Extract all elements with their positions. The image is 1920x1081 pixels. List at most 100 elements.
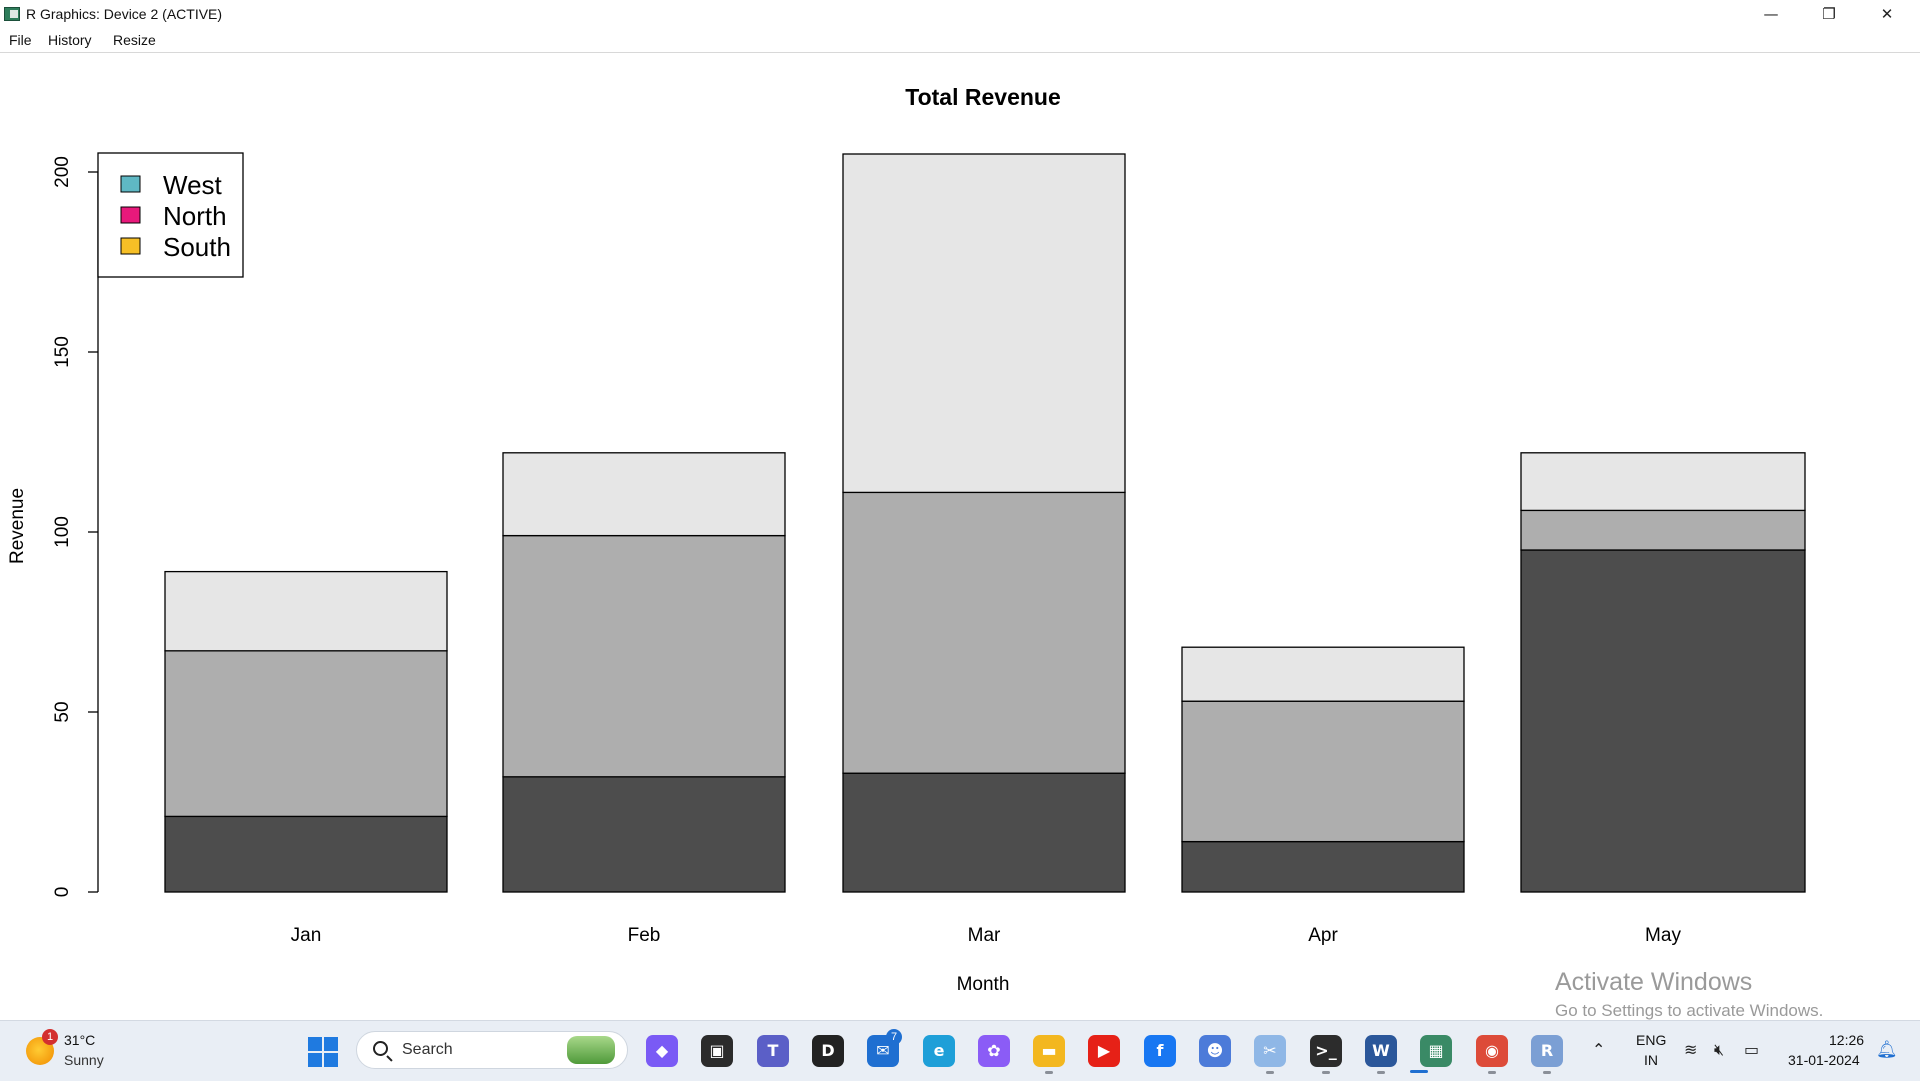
terminal-icon[interactable]: >_ <box>1310 1035 1342 1067</box>
snipping-tool-glyph: ✂ <box>1263 1041 1277 1060</box>
search-label: Search <box>402 1041 453 1058</box>
window-title-bar: R Graphics: Device 2 (ACTIVE) — ❐ ✕ <box>0 0 1920 29</box>
bar-feb-west <box>502 452 786 537</box>
bar-mar-west <box>842 153 1126 494</box>
legend-label-south: South <box>163 232 231 262</box>
menu-file[interactable]: File <box>9 32 32 48</box>
weather-condition[interactable]: Sunny <box>64 1052 104 1068</box>
snip-icon[interactable]: ✂ <box>1254 1035 1286 1067</box>
r-graphics-app-icon <box>4 7 20 21</box>
bar-jan-north <box>164 650 448 818</box>
legend-label-west: West <box>163 170 223 200</box>
dell-glyph: D <box>821 1041 835 1060</box>
youtube-icon[interactable]: ▶ <box>1088 1035 1120 1067</box>
minimize-button[interactable]: — <box>1763 5 1779 23</box>
bar-jan-south <box>164 815 448 893</box>
bar-feb-south <box>502 776 786 893</box>
menu-resize[interactable]: Resize <box>113 32 156 48</box>
y-tick-label: 200 <box>52 156 73 188</box>
menu-bar: File History Resize <box>0 28 1920 52</box>
y-tick-label: 50 <box>52 701 73 722</box>
start-button[interactable] <box>308 1037 338 1067</box>
y-axis: 0 50 100 150 200 <box>52 156 99 897</box>
search-highlight-icon <box>567 1036 615 1064</box>
bar-jan-west <box>164 570 448 652</box>
photos-icon[interactable]: ☻ <box>1199 1035 1231 1067</box>
legend-label-north: North <box>163 201 227 231</box>
dell-icon[interactable]: D <box>812 1035 844 1067</box>
copilot-icon[interactable]: ◆ <box>646 1035 678 1067</box>
weather-temperature[interactable]: 31°C <box>64 1032 96 1048</box>
r-icon[interactable]: R <box>1531 1035 1563 1067</box>
bar-feb-north <box>502 534 786 778</box>
taskbar-search-box[interactable]: Search <box>356 1031 628 1069</box>
wifi-icon[interactable]: ≋ <box>1684 1040 1698 1059</box>
folder-icon[interactable]: ▬ <box>1033 1035 1065 1067</box>
watermark-line-2: Go to Settings to activate Windows. <box>1555 1001 1824 1020</box>
running-indicator <box>1266 1071 1274 1074</box>
y-tick-label: 100 <box>52 516 73 548</box>
x-tick-labels: Jan Feb Mar Apr May <box>291 925 1682 946</box>
mail-glyph: ✉ <box>876 1041 890 1060</box>
bar-apr-west <box>1181 646 1465 702</box>
watermark-line-1: Activate Windows <box>1555 968 1753 996</box>
restore-button[interactable]: ❐ <box>1822 5 1836 23</box>
running-indicator <box>1377 1071 1385 1074</box>
y-axis-label: Revenue <box>7 488 28 564</box>
chrome-icon[interactable]: ◉ <box>1476 1035 1508 1067</box>
bar-may-south <box>1520 549 1806 893</box>
edge-icon[interactable]: e <box>923 1035 955 1067</box>
plot-area: Total Revenue Revenue Month 0 50 100 150 200… <box>0 52 1920 1021</box>
stacked-bar-chart: Total Revenue Revenue Month 0 50 100 150 200… <box>7 84 1806 995</box>
search-icon <box>373 1041 388 1056</box>
teams-icon[interactable]: T <box>757 1035 789 1067</box>
terminal-glyph: >_ <box>1315 1041 1337 1060</box>
chrome-glyph: ◉ <box>1485 1041 1499 1060</box>
language-indicator[interactable]: ENG <box>1636 1032 1667 1048</box>
close-button[interactable]: ✕ <box>1880 5 1894 23</box>
volume-muted-icon[interactable]: 🔇︎ <box>1714 1040 1725 1059</box>
region-indicator[interactable]: IN <box>1644 1052 1658 1068</box>
x-tick-label: Apr <box>1308 925 1338 946</box>
bar-may-west <box>1520 452 1806 512</box>
mail-notification-badge: 7 <box>886 1029 902 1045</box>
youtube-glyph: ▶ <box>1097 1041 1111 1060</box>
teams-glyph: T <box>767 1041 779 1060</box>
x-tick-label: Mar <box>968 925 1001 946</box>
running-indicator <box>1488 1071 1496 1074</box>
legend-swatch-north <box>120 206 141 224</box>
show-hidden-icons-chevron-icon[interactable]: ⌃ <box>1592 1040 1606 1059</box>
x-tick-label: Jan <box>291 925 322 946</box>
photos-glyph: ☻ <box>1206 1041 1224 1060</box>
word-icon[interactable]: W <box>1365 1035 1397 1067</box>
bar-may-north <box>1520 509 1806 551</box>
legend-swatch-west <box>120 175 141 193</box>
x-tick-label: May <box>1645 925 1681 946</box>
clock-time[interactable]: 12:26 <box>1829 1032 1865 1048</box>
running-indicator <box>1045 1071 1053 1074</box>
bar-mar-north <box>842 491 1126 774</box>
legend-swatch-south <box>120 237 141 255</box>
file-explorer-glyph: ▬ <box>1041 1041 1057 1060</box>
taskbar: 1 31°C Sunny Search ◆ ▣ T D ✉ e ✿ ▬ ▶ f ☻ ✂ >_ W ▦ ◉ R <box>0 1020 1920 1081</box>
notification-bell-icon[interactable]: 🔔︎ <box>1876 1040 1898 1060</box>
battery-icon[interactable]: ▭ <box>1744 1040 1760 1059</box>
menu-history[interactable]: History <box>48 32 92 48</box>
x-tick-label: Feb <box>628 925 661 946</box>
facebook-icon[interactable]: f <box>1144 1035 1176 1067</box>
bar-apr-north <box>1181 700 1465 843</box>
y-tick-label: 150 <box>52 336 73 368</box>
clock-date[interactable]: 31-01-2024 <box>1788 1052 1860 1068</box>
edge-glyph: e <box>933 1041 945 1060</box>
active-app-indicator <box>1410 1070 1428 1073</box>
r-graphics-icon[interactable]: ▦ <box>1420 1035 1452 1067</box>
weather-notification-badge: 1 <box>42 1029 58 1045</box>
copilot-app-icon[interactable]: ✿ <box>978 1035 1010 1067</box>
x-axis-label: Month <box>957 974 1010 995</box>
running-indicator <box>1322 1071 1330 1074</box>
task-view-icon[interactable]: ▣ <box>701 1035 733 1067</box>
chart-title: Total Revenue <box>905 84 1061 110</box>
r-console-glyph: R <box>1540 1041 1554 1060</box>
r-graphics-glyph: ▦ <box>1428 1041 1444 1060</box>
activate-windows-watermark: Activate Windows Go to Settings to activ… <box>1555 968 1823 1021</box>
